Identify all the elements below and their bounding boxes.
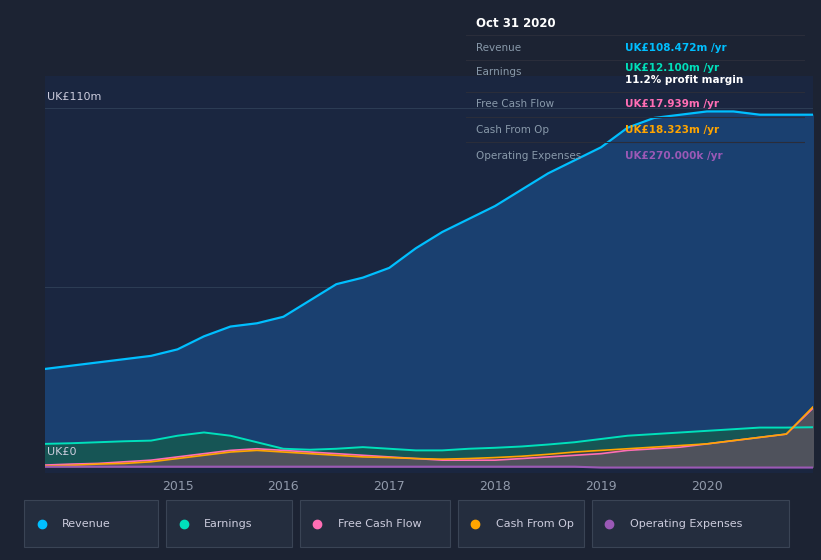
Text: Oct 31 2020: Oct 31 2020 bbox=[476, 17, 556, 30]
FancyBboxPatch shape bbox=[592, 500, 789, 547]
Text: UK£18.323m /yr: UK£18.323m /yr bbox=[626, 125, 719, 135]
Text: 11.2% profit margin: 11.2% profit margin bbox=[626, 76, 744, 86]
Text: Operating Expenses: Operating Expenses bbox=[476, 151, 581, 161]
Text: UK£110m: UK£110m bbox=[48, 91, 102, 101]
Text: Free Cash Flow: Free Cash Flow bbox=[338, 519, 422, 529]
Text: Earnings: Earnings bbox=[204, 519, 253, 529]
Text: Earnings: Earnings bbox=[476, 67, 521, 77]
Text: UK£0: UK£0 bbox=[48, 447, 77, 458]
FancyBboxPatch shape bbox=[458, 500, 584, 547]
Text: Revenue: Revenue bbox=[62, 519, 111, 529]
Text: Cash From Op: Cash From Op bbox=[476, 125, 549, 135]
Text: UK£270.000k /yr: UK£270.000k /yr bbox=[626, 151, 723, 161]
Text: Operating Expenses: Operating Expenses bbox=[630, 519, 742, 529]
Text: UK£17.939m /yr: UK£17.939m /yr bbox=[626, 100, 719, 109]
Text: Cash From Op: Cash From Op bbox=[496, 519, 574, 529]
FancyBboxPatch shape bbox=[300, 500, 450, 547]
Text: Revenue: Revenue bbox=[476, 43, 521, 53]
Text: UK£12.100m /yr: UK£12.100m /yr bbox=[626, 63, 719, 73]
FancyBboxPatch shape bbox=[166, 500, 292, 547]
FancyBboxPatch shape bbox=[25, 500, 158, 547]
Text: Free Cash Flow: Free Cash Flow bbox=[476, 100, 554, 109]
Text: UK£108.472m /yr: UK£108.472m /yr bbox=[626, 43, 727, 53]
